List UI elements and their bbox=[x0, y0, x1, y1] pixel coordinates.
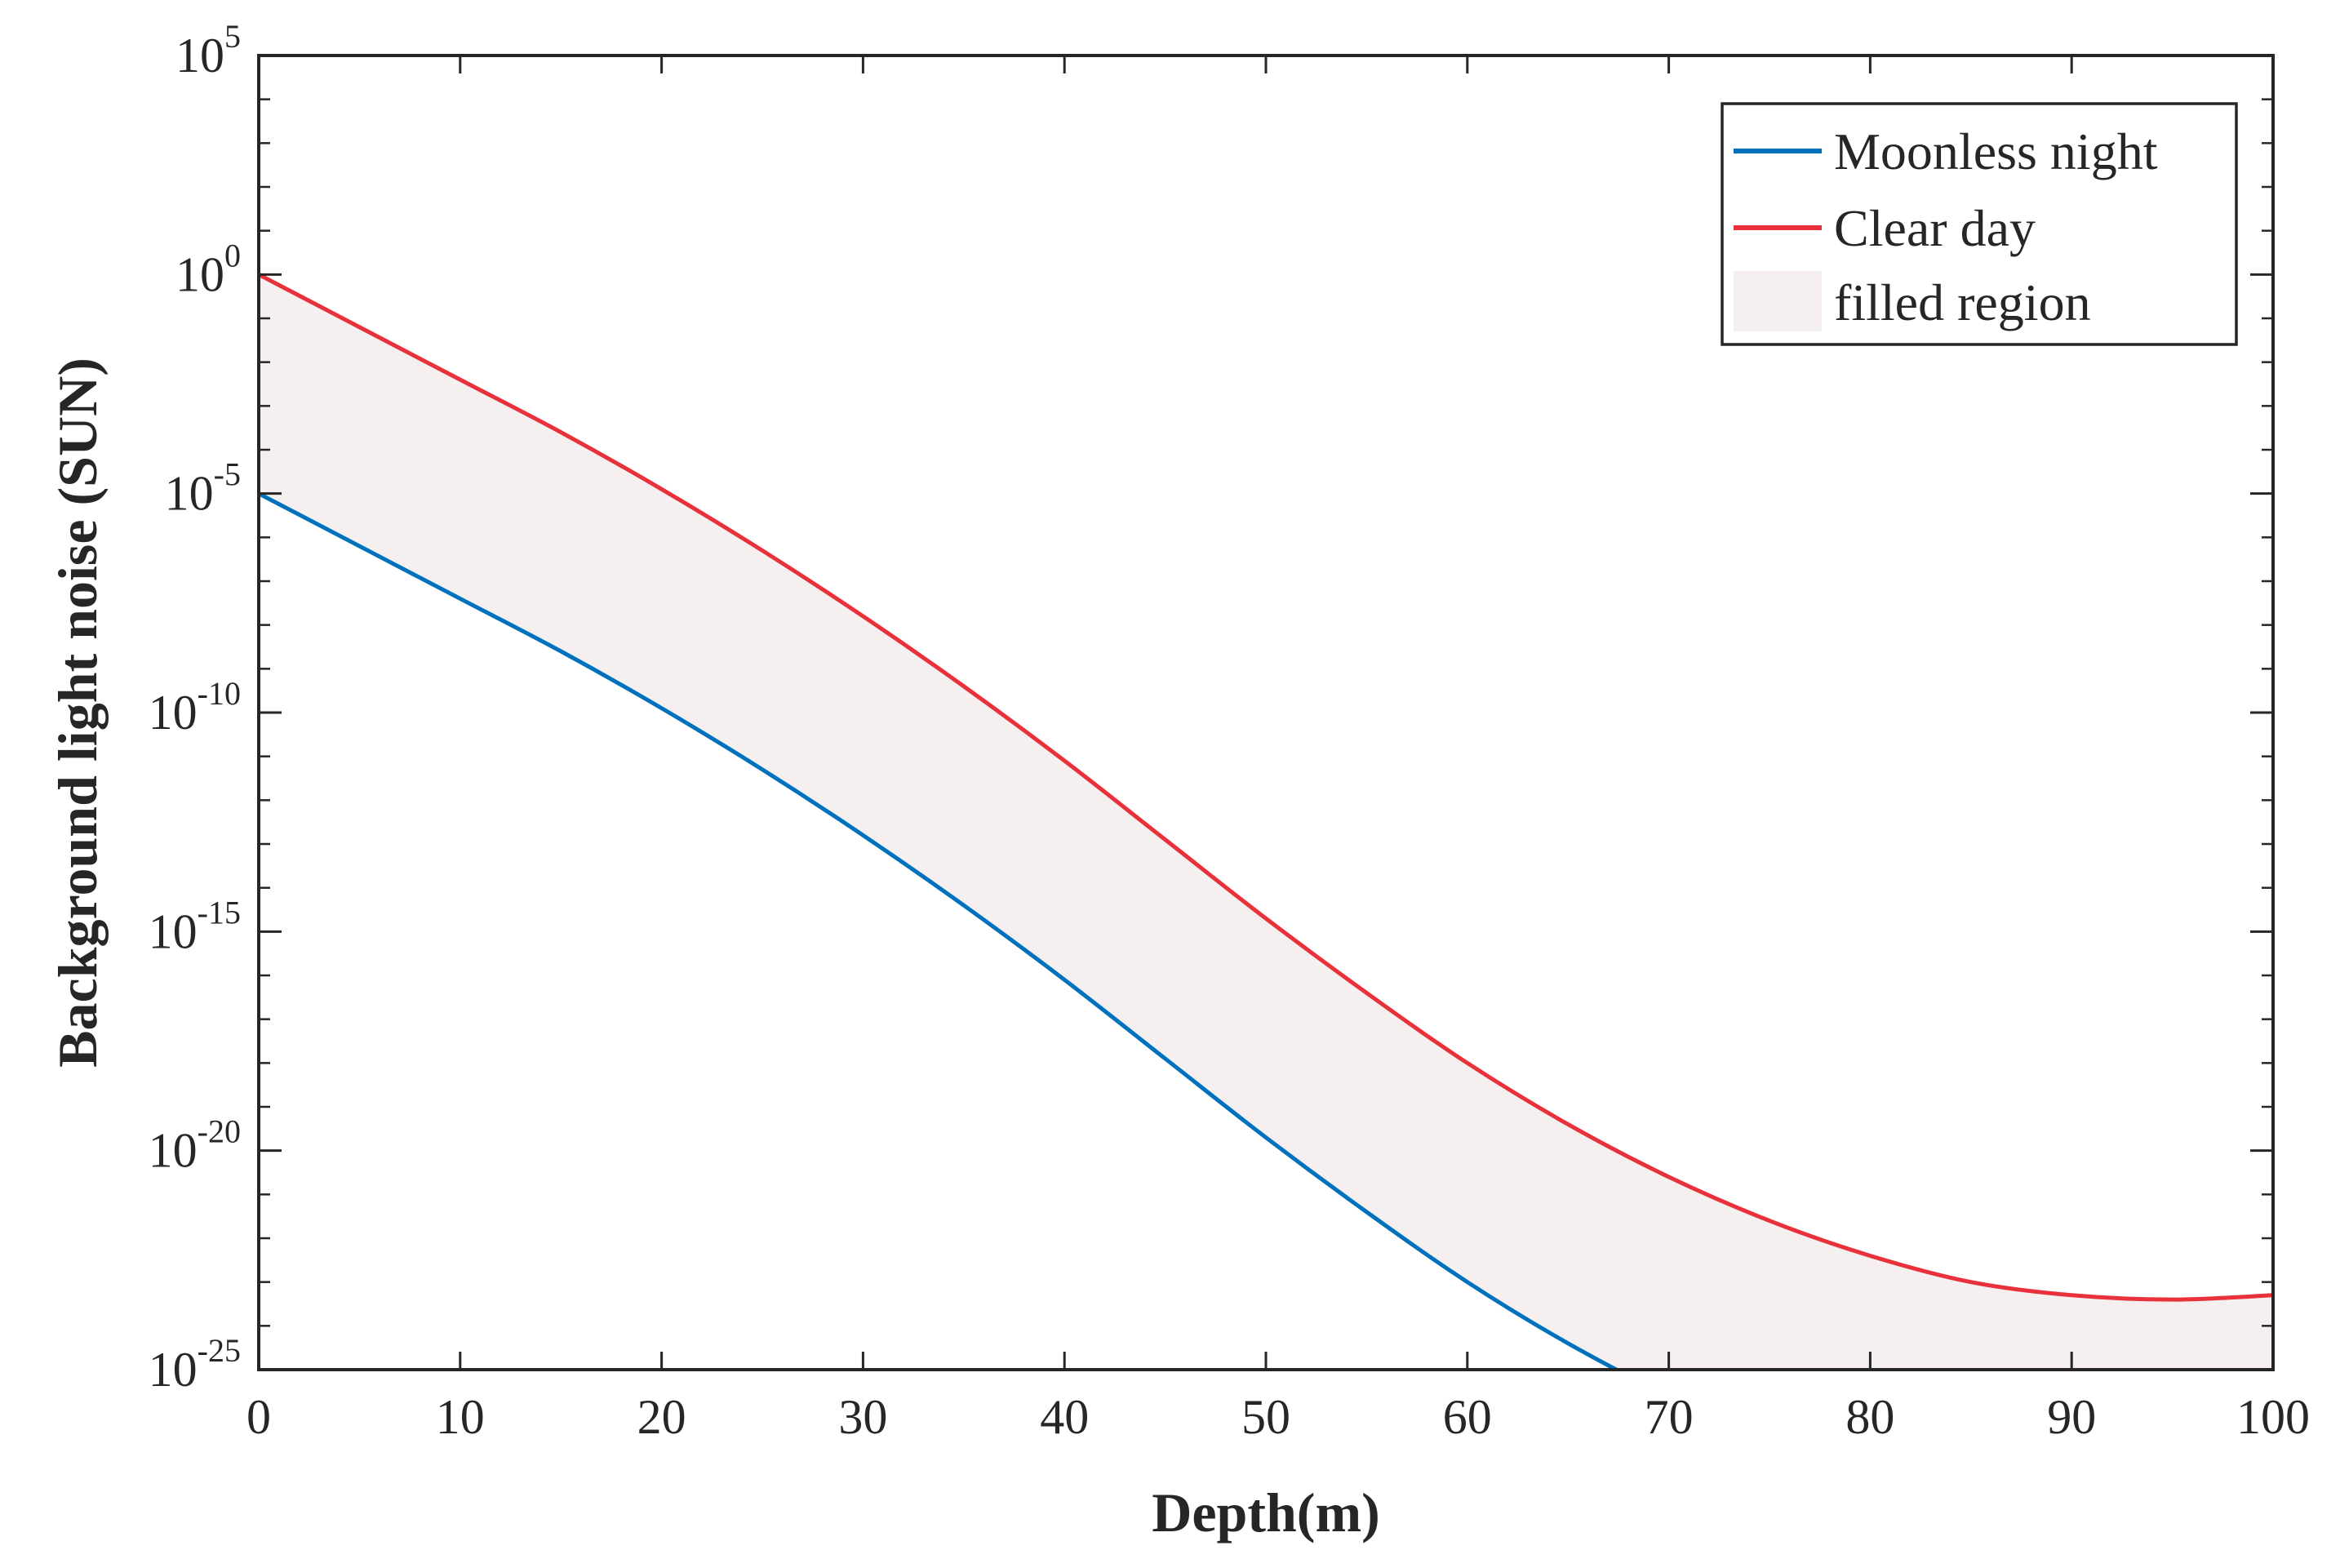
y-tick-label: 10-10 bbox=[149, 675, 241, 740]
x-tick-label: 20 bbox=[637, 1390, 686, 1444]
legend: Moonless night Clear day filled region bbox=[1721, 102, 2238, 346]
x-tick-label: 10 bbox=[436, 1390, 485, 1444]
x-tick-label: 100 bbox=[2236, 1390, 2310, 1444]
y-tick-label: 10-5 bbox=[165, 456, 241, 521]
x-tick-label: 50 bbox=[1241, 1390, 1290, 1444]
filled-region bbox=[259, 274, 2273, 1370]
legend-label-filled-region: filled region bbox=[1834, 273, 2091, 331]
series-line-moonless-night bbox=[259, 491, 1621, 1370]
x-axis-title: Depth(m) bbox=[1152, 1481, 1380, 1544]
plot-area bbox=[259, 273, 2273, 1370]
x-tick-label: 70 bbox=[1645, 1390, 1694, 1444]
legend-label-moonless-night: Moonless night bbox=[1834, 122, 2158, 180]
x-tick-label: 0 bbox=[246, 1390, 271, 1444]
axis-labels: Depth(m) Background light noise (SUN) bbox=[47, 358, 1380, 1544]
x-tick-label: 40 bbox=[1040, 1390, 1089, 1444]
x-tick-label: 60 bbox=[1443, 1390, 1492, 1444]
x-tick-label: 30 bbox=[838, 1390, 887, 1444]
axes: 0 10 20 30 40 50 60 70 80 90 100 10-25 10-20 10-15 10-… bbox=[149, 18, 2310, 1444]
plot-inner bbox=[259, 273, 2273, 1370]
y-tick-label: 10-15 bbox=[149, 894, 241, 958]
y-tick-label: 100 bbox=[175, 237, 241, 301]
legend-label-clear-day: Clear day bbox=[1834, 199, 2036, 257]
y-tick-label: 10-25 bbox=[149, 1332, 241, 1397]
series-line-clear-day bbox=[259, 273, 2273, 1302]
y-tick-label: 105 bbox=[175, 18, 241, 82]
y-axis-title: Background light noise (SUN) bbox=[47, 358, 109, 1068]
x-tick-label: 90 bbox=[2047, 1390, 2096, 1444]
x-tick-label: 80 bbox=[1845, 1390, 1894, 1444]
y-tick-label: 10-20 bbox=[149, 1113, 241, 1178]
legend-swatch-filled-region bbox=[1734, 271, 1822, 331]
